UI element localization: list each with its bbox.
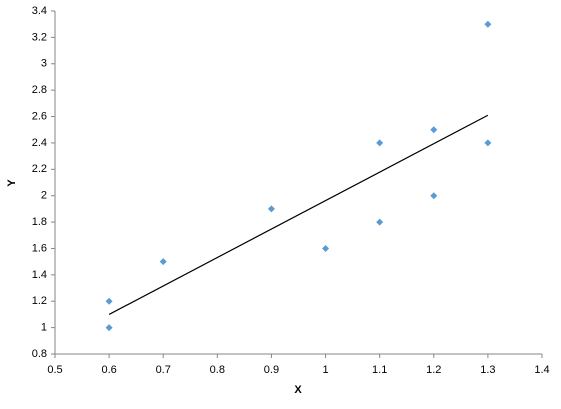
x-tick-label: 1.1 — [372, 364, 387, 376]
x-tick-label: 0.8 — [210, 364, 225, 376]
x-axis-label: X — [294, 384, 302, 396]
x-tick-label: 1.2 — [426, 364, 441, 376]
trendline — [108, 114, 489, 315]
point — [159, 258, 167, 266]
y-tick-label: 2.8 — [32, 84, 47, 96]
point — [376, 218, 384, 226]
y-tick-label: 0.8 — [32, 348, 47, 360]
y-tick-label: 2.2 — [32, 163, 47, 175]
x-tick-label: 1.4 — [534, 364, 549, 376]
x-tick-label: 0.6 — [101, 364, 116, 376]
x-tick-label: 0.5 — [47, 364, 62, 376]
y-tick-label: 3.2 — [32, 31, 47, 43]
point — [430, 192, 438, 200]
y-tick-label: 1.4 — [32, 269, 47, 281]
y-tick-label: 1 — [41, 322, 47, 334]
point — [322, 244, 330, 252]
point — [484, 20, 492, 28]
point — [430, 126, 438, 134]
y-tick-label: 1.6 — [32, 242, 47, 254]
y-tick-label: 1.2 — [32, 295, 47, 307]
x-tick-label: 0.9 — [264, 364, 279, 376]
y-tick-label: 2.4 — [32, 137, 47, 149]
y-tick-label: 3.4 — [32, 5, 47, 17]
point — [484, 139, 492, 147]
point — [105, 297, 113, 305]
point — [376, 139, 384, 147]
x-tick-label: 1 — [322, 364, 328, 376]
point — [105, 324, 113, 332]
y-tick-label: 3 — [41, 58, 47, 70]
y-axis-label: Y — [6, 179, 18, 187]
y-tick-label: 2 — [41, 190, 47, 202]
x-tick-label: 0.7 — [156, 364, 171, 376]
x-tick-label: 1.3 — [480, 364, 495, 376]
y-tick-label: 2.6 — [32, 110, 47, 122]
point — [267, 205, 275, 213]
y-tick-label: 1.8 — [32, 216, 47, 228]
